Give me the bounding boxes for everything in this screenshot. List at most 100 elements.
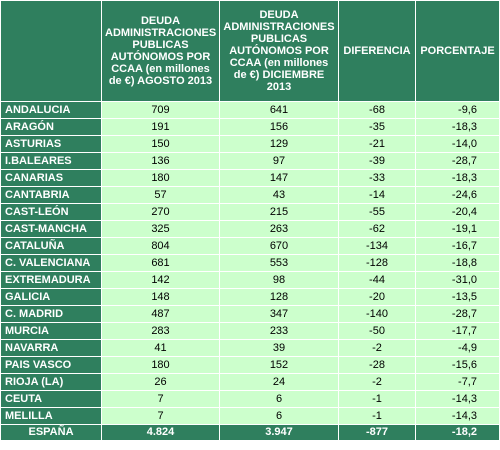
cell-region: RIOJA (LA) xyxy=(0,373,102,391)
cell-diciembre: 233 xyxy=(219,322,339,340)
cell-agosto: 7 xyxy=(101,407,220,425)
cell-agosto: 709 xyxy=(101,101,220,119)
cell-porcentaje: -14,3 xyxy=(415,407,500,425)
cell-agosto: 487 xyxy=(101,305,220,323)
cell-agosto: 7 xyxy=(101,390,220,408)
header-porcentaje: PORCENTAJE xyxy=(415,0,500,102)
cell-region: CAST-MANCHA xyxy=(0,220,102,238)
cell-diferencia: -20 xyxy=(338,288,416,306)
cell-diciembre: 215 xyxy=(219,203,339,221)
cell-porcentaje: -19,1 xyxy=(415,220,500,238)
cell-diferencia: -2 xyxy=(338,373,416,391)
cell-porcentaje: -28,7 xyxy=(415,305,500,323)
cell-diferencia: -55 xyxy=(338,203,416,221)
table-row: C. VALENCIANA 681 553 -128 -18,8 xyxy=(0,254,500,272)
total-diciembre: 3.947 xyxy=(219,424,339,441)
cell-diciembre: 24 xyxy=(219,373,339,391)
cell-diciembre: 39 xyxy=(219,339,339,357)
cell-region: ARAGÓN xyxy=(0,118,102,136)
cell-diciembre: 156 xyxy=(219,118,339,136)
cell-region: MURCIA xyxy=(0,322,102,340)
cell-region: CATALUÑA xyxy=(0,237,102,255)
cell-agosto: 325 xyxy=(101,220,220,238)
total-diferencia: -877 xyxy=(338,424,416,441)
total-agosto: 4.824 xyxy=(101,424,220,441)
cell-agosto: 180 xyxy=(101,356,220,374)
cell-diciembre: 97 xyxy=(219,152,339,170)
cell-porcentaje: -28,7 xyxy=(415,152,500,170)
table-row: PAIS VASCO 180 152 -28 -15,6 xyxy=(0,356,500,374)
cell-porcentaje: -18,8 xyxy=(415,254,500,272)
cell-diferencia: -39 xyxy=(338,152,416,170)
cell-diferencia: -50 xyxy=(338,322,416,340)
cell-region: MELILLA xyxy=(0,407,102,425)
cell-diferencia: -28 xyxy=(338,356,416,374)
cell-region: I.BALEARES xyxy=(0,152,102,170)
cell-agosto: 142 xyxy=(101,271,220,289)
cell-porcentaje: -7,7 xyxy=(415,373,500,391)
cell-porcentaje: -17,7 xyxy=(415,322,500,340)
cell-region: CANTABRIA xyxy=(0,186,102,204)
table-row: GALICIA 148 128 -20 -13,5 xyxy=(0,288,500,306)
total-region: ESPAÑA xyxy=(0,424,102,441)
table-row: ASTURIAS 150 129 -21 -14,0 xyxy=(0,135,500,153)
cell-diferencia: -2 xyxy=(338,339,416,357)
cell-diciembre: 98 xyxy=(219,271,339,289)
cell-porcentaje: -20,4 xyxy=(415,203,500,221)
total-porcentaje: -18,2 xyxy=(415,424,500,441)
cell-porcentaje: -18,3 xyxy=(415,169,500,187)
cell-porcentaje: -9,6 xyxy=(415,101,500,119)
cell-diciembre: 129 xyxy=(219,135,339,153)
cell-agosto: 270 xyxy=(101,203,220,221)
cell-diferencia: -128 xyxy=(338,254,416,272)
cell-agosto: 283 xyxy=(101,322,220,340)
table-row: CATALUÑA 804 670 -134 -16,7 xyxy=(0,237,500,255)
header-diferencia: DIFERENCIA xyxy=(338,0,416,102)
table-row: RIOJA (LA) 26 24 -2 -7,7 xyxy=(0,373,500,391)
cell-agosto: 804 xyxy=(101,237,220,255)
table-row: CAST-MANCHA 325 263 -62 -19,1 xyxy=(0,220,500,238)
table-row: CAST-LEÓN 270 215 -55 -20,4 xyxy=(0,203,500,221)
cell-agosto: 148 xyxy=(101,288,220,306)
cell-diciembre: 152 xyxy=(219,356,339,374)
cell-diferencia: -21 xyxy=(338,135,416,153)
cell-region: EXTREMADURA xyxy=(0,271,102,289)
table-row: C. MADRID 487 347 -140 -28,7 xyxy=(0,305,500,323)
cell-agosto: 191 xyxy=(101,118,220,136)
cell-porcentaje: -14,0 xyxy=(415,135,500,153)
cell-diferencia: -68 xyxy=(338,101,416,119)
header-row: DEUDA ADMINISTRACIONES PUBLICAS AUTÓNOMO… xyxy=(0,0,500,102)
table-row: MURCIA 283 233 -50 -17,7 xyxy=(0,322,500,340)
cell-diciembre: 263 xyxy=(219,220,339,238)
cell-diciembre: 670 xyxy=(219,237,339,255)
table-row: CANARIAS 180 147 -33 -18,3 xyxy=(0,169,500,187)
cell-diciembre: 641 xyxy=(219,101,339,119)
cell-region: CEUTA xyxy=(0,390,102,408)
header-diciembre: DEUDA ADMINISTRACIONES PUBLICAS AUTÓNOMO… xyxy=(219,0,339,102)
cell-diferencia: -1 xyxy=(338,407,416,425)
cell-region: GALICIA xyxy=(0,288,102,306)
table-row: NAVARRA 41 39 -2 -4,9 xyxy=(0,339,500,357)
cell-region: C. VALENCIANA xyxy=(0,254,102,272)
cell-porcentaje: -4,9 xyxy=(415,339,500,357)
table-body: ANDALUCIA 709 641 -68 -9,6 ARAGÓN 191 156 -35 -18… xyxy=(0,101,500,425)
cell-porcentaje: -18,3 xyxy=(415,118,500,136)
table-row: I.BALEARES 136 97 -39 -28,7 xyxy=(0,152,500,170)
cell-region: CAST-LEÓN xyxy=(0,203,102,221)
cell-diferencia: -44 xyxy=(338,271,416,289)
cell-region: NAVARRA xyxy=(0,339,102,357)
table-row: ANDALUCIA 709 641 -68 -9,6 xyxy=(0,101,500,119)
header-agosto: DEUDA ADMINISTRACIONES PUBLICAS AUTÓNOMO… xyxy=(101,0,220,102)
cell-porcentaje: -15,6 xyxy=(415,356,500,374)
cell-porcentaje: -14,3 xyxy=(415,390,500,408)
table-row: CANTABRIA 57 43 -14 -24,6 xyxy=(0,186,500,204)
cell-region: CANARIAS xyxy=(0,169,102,187)
cell-diferencia: -33 xyxy=(338,169,416,187)
cell-diferencia: -134 xyxy=(338,237,416,255)
table-row: CEUTA 7 6 -1 -14,3 xyxy=(0,390,500,408)
cell-porcentaje: -31,0 xyxy=(415,271,500,289)
cell-porcentaje: -13,5 xyxy=(415,288,500,306)
cell-agosto: 57 xyxy=(101,186,220,204)
cell-diferencia: -14 xyxy=(338,186,416,204)
